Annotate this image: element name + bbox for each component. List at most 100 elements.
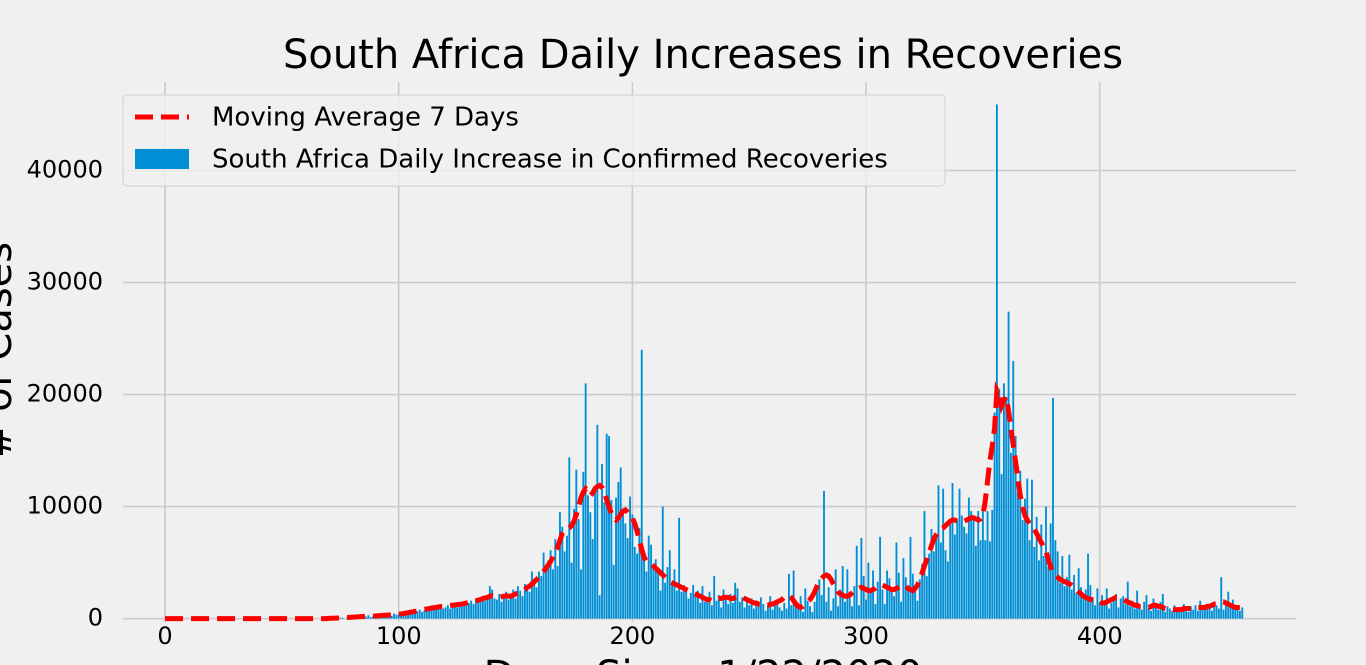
x-tick-label: 300 xyxy=(843,622,889,650)
bar xyxy=(673,569,676,619)
bar xyxy=(949,524,952,619)
bar xyxy=(1208,604,1211,619)
bar xyxy=(598,595,601,619)
bar xyxy=(1164,611,1167,619)
bar xyxy=(781,610,783,619)
bar xyxy=(552,569,554,619)
bar xyxy=(900,601,903,619)
bar xyxy=(1119,598,1122,619)
bar xyxy=(972,520,975,619)
bar xyxy=(708,591,711,619)
bar xyxy=(1238,610,1241,619)
bar xyxy=(881,589,884,619)
bar xyxy=(1000,474,1003,619)
bar xyxy=(636,553,638,619)
bar xyxy=(615,497,617,619)
bar xyxy=(729,593,732,619)
bar xyxy=(689,592,692,619)
bar xyxy=(456,607,459,619)
bar xyxy=(1133,608,1136,619)
bar xyxy=(832,598,835,619)
bar xyxy=(397,614,400,619)
bar xyxy=(626,537,629,619)
bar xyxy=(1131,600,1134,619)
bar xyxy=(589,512,592,619)
bar xyxy=(444,607,447,619)
bar xyxy=(477,601,480,619)
bar xyxy=(449,608,452,619)
bar xyxy=(547,560,550,619)
bar xyxy=(858,605,860,619)
bar xyxy=(795,601,797,619)
bar xyxy=(650,544,653,619)
bar xyxy=(696,590,699,619)
bar xyxy=(467,602,470,619)
bar xyxy=(577,518,580,619)
bar xyxy=(904,577,907,619)
bar xyxy=(570,562,573,619)
bar xyxy=(1138,605,1141,619)
bar xyxy=(1052,397,1054,619)
bar xyxy=(890,591,893,619)
bar xyxy=(991,509,994,619)
bar xyxy=(816,590,818,619)
bar xyxy=(453,606,456,619)
bar xyxy=(876,581,879,619)
bar xyxy=(1040,524,1043,619)
bar xyxy=(778,607,781,619)
bar xyxy=(603,502,606,619)
bar xyxy=(675,590,678,619)
bar xyxy=(759,597,762,619)
bar xyxy=(1194,605,1197,619)
bar xyxy=(610,499,613,619)
bar xyxy=(837,606,839,619)
bar xyxy=(823,490,825,619)
bar xyxy=(502,597,505,619)
bar xyxy=(1192,609,1195,619)
bar xyxy=(1019,470,1022,619)
bar xyxy=(437,607,440,619)
bar xyxy=(1196,610,1199,619)
bar xyxy=(645,571,648,619)
bar xyxy=(491,589,494,619)
legend-label: Moving Average 7 Days xyxy=(212,103,519,133)
bar xyxy=(853,586,856,619)
bar xyxy=(944,550,947,619)
bar xyxy=(1028,540,1031,619)
bar xyxy=(367,615,370,619)
bar xyxy=(993,412,996,619)
bar xyxy=(507,599,510,619)
bar xyxy=(465,604,468,619)
bar xyxy=(1096,588,1099,619)
bar xyxy=(633,546,636,619)
bar xyxy=(902,558,905,619)
bar xyxy=(1147,607,1150,619)
bar xyxy=(722,589,725,619)
bar xyxy=(472,604,475,619)
bar xyxy=(566,535,568,619)
bar xyxy=(1054,540,1057,619)
bar xyxy=(509,595,512,619)
y-tick-label: 10000 xyxy=(27,492,103,520)
bar xyxy=(414,613,417,619)
bar xyxy=(1206,607,1209,619)
bar xyxy=(1187,611,1190,619)
bar xyxy=(818,579,821,619)
bar xyxy=(495,599,498,619)
bar xyxy=(409,612,412,619)
bar xyxy=(1024,498,1026,619)
bar xyxy=(802,611,804,619)
bar xyxy=(886,570,889,619)
bar xyxy=(1012,360,1015,619)
bar xyxy=(678,517,681,619)
bar xyxy=(617,481,620,619)
bar xyxy=(638,527,641,619)
bar xyxy=(428,610,431,619)
bar xyxy=(1033,546,1036,619)
bar xyxy=(820,595,823,619)
bar xyxy=(1026,478,1029,619)
bar xyxy=(841,565,844,619)
bar xyxy=(792,570,795,619)
bar xyxy=(486,597,489,619)
bar xyxy=(533,581,536,619)
